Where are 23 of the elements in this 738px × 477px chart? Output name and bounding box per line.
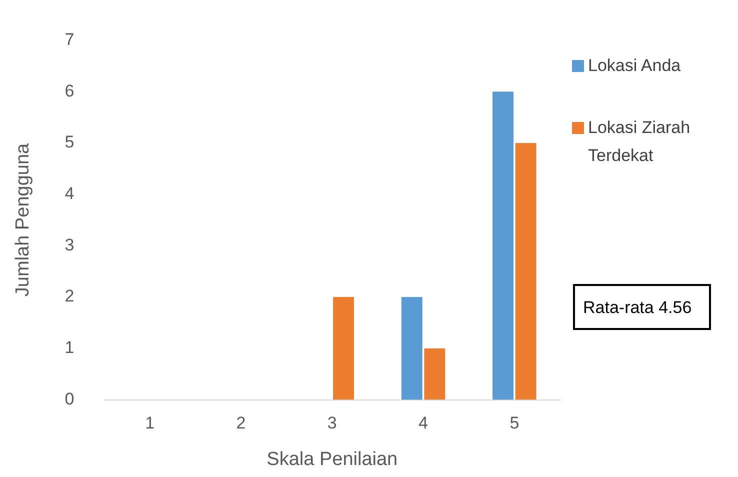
y-tick-label: 7: [64, 30, 74, 49]
y-tick-label: 2: [64, 286, 74, 306]
bar: [401, 297, 422, 400]
bar: [333, 297, 354, 400]
x-tick-label: 4: [418, 414, 428, 433]
bar: [515, 142, 536, 400]
x-tick-label: 3: [327, 414, 337, 433]
y-tick-label: 1: [64, 338, 74, 358]
x-tick-label: 5: [510, 414, 520, 433]
bar: [492, 92, 514, 400]
text: Rata-rata 4.56: [573, 284, 711, 330]
x-tick-label: 1: [145, 414, 155, 433]
y-tick-label: 0: [64, 389, 74, 408]
x-axis-title: Skala Penilaian: [266, 448, 398, 470]
y-tick-label: 5: [64, 132, 74, 152]
y-tick-label: 4: [64, 184, 74, 203]
x-tick-label: 2: [236, 414, 246, 433]
bar: [424, 348, 446, 400]
y-tick-label: 3: [64, 235, 74, 254]
y-tick-label: 6: [64, 81, 74, 100]
legend-label: Lokasi Anda: [588, 55, 681, 77]
legend-label: Lokasi Ziarah Terdekat: [588, 117, 692, 167]
y-axis-title: Jumlah Pengguna: [12, 142, 34, 297]
